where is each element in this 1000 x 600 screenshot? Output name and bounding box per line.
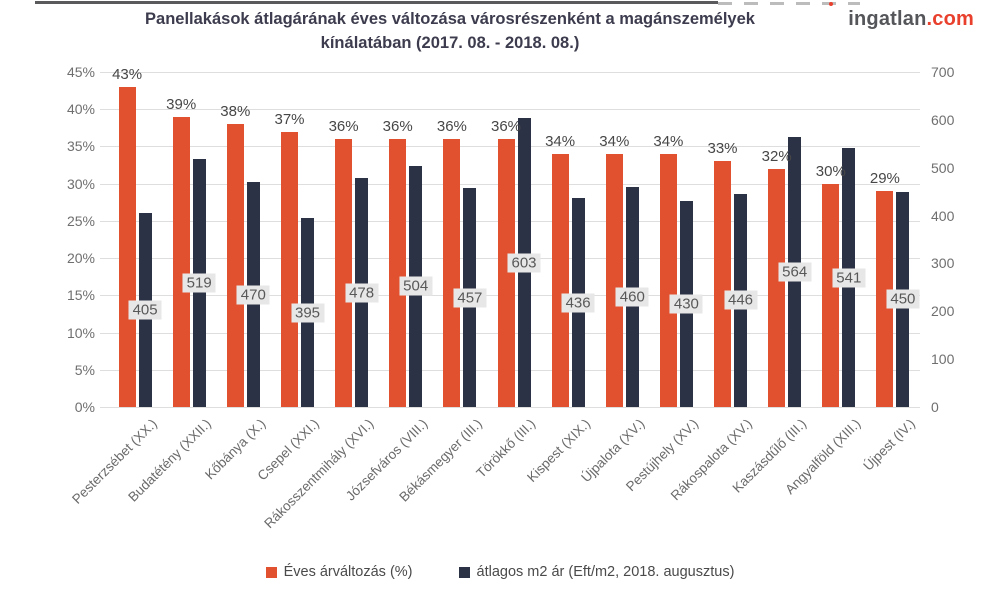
chart-title-line1: Panellakások átlagárának éves változása …	[145, 10, 755, 28]
bar-label-price: 405	[128, 300, 162, 320]
bar-label-percent: 36%	[436, 118, 467, 135]
left-axis-tick: 30%	[66, 175, 95, 192]
right-axis-tick: 700	[931, 64, 955, 80]
bar-price-change	[118, 86, 136, 407]
legend-label-avg-price: átlagos m2 ár (Eft/m2, 2018. augusztus)	[476, 564, 735, 580]
right-axis-tick: 600	[931, 111, 955, 128]
legend-label-price-change: Éves árváltozás (%)	[283, 564, 413, 580]
bar-label-price: 478	[345, 283, 379, 303]
logo-tld: .com	[926, 8, 974, 30]
bar-price-change	[172, 116, 190, 407]
bar-label-price: 457	[453, 288, 487, 308]
bar-price-change	[389, 139, 407, 407]
bar-label-percent: 38%	[220, 103, 251, 121]
bar-label-price: 603	[507, 253, 541, 273]
bar-price-change	[281, 131, 298, 407]
left-axis-tick: 35%	[66, 138, 95, 155]
bar-label-percent: 43%	[112, 65, 143, 83]
bar-label-percent: 33%	[707, 140, 738, 158]
right-axis-tick: 200	[931, 303, 955, 320]
logo-name: ingatlan	[848, 8, 927, 30]
bar-label-price: 436	[561, 293, 595, 313]
bar-label-percent: 32%	[761, 147, 792, 165]
bar-label-price: 541	[832, 268, 866, 287]
bar-label-percent: 34%	[545, 132, 576, 150]
left-axis-tick: 25%	[66, 212, 95, 229]
category-label: Újpest (IV.)	[860, 416, 918, 474]
bar-price-change	[714, 161, 731, 407]
bar-label-percent: 39%	[166, 95, 197, 113]
left-axis-tick: 20%	[66, 250, 95, 267]
right-axis-tick: 500	[931, 159, 955, 176]
bar-price-change	[226, 124, 244, 407]
bar-label-price: 519	[182, 273, 216, 293]
bar-price-change	[497, 139, 515, 407]
legend-item-avg-price: átlagos m2 ár (Eft/m2, 2018. augusztus)	[458, 564, 735, 580]
bar-label-price: 450	[886, 289, 920, 309]
right-axis-tick: 400	[931, 207, 955, 224]
bar-price-change	[443, 139, 461, 407]
category-label: Rákosszentmihály (XVI.)	[261, 416, 377, 532]
legend-swatch-orange	[265, 566, 277, 578]
bar-label-percent: 34%	[599, 132, 630, 150]
legend-item-price-change: Éves árváltozás (%)	[265, 564, 413, 580]
right-axis-tick: 0	[931, 399, 939, 415]
chart-title: Panellakások átlagárának éves változása …	[60, 7, 840, 55]
bar-price-change	[822, 183, 840, 407]
bar-label-percent: 37%	[274, 110, 305, 128]
bar-label-percent: 36%	[382, 118, 413, 135]
left-axis-tick: 45%	[66, 64, 95, 80]
bar-label-percent: 30%	[815, 162, 846, 180]
bar-label-price: 470	[236, 285, 270, 304]
ingatlan-logo: ingatlan.com	[848, 8, 974, 31]
legend: Éves árváltozás (%) átlagos m2 ár (Eft/m…	[0, 564, 1000, 580]
gridline	[100, 72, 920, 73]
bar-label-price: 460	[615, 287, 649, 307]
gridline	[100, 109, 920, 111]
top-edge-red-dot	[829, 2, 833, 6]
bar-price-change	[605, 153, 623, 407]
bar-label-price: 430	[669, 294, 703, 314]
left-axis-tick: 15%	[66, 287, 95, 304]
legend-swatch-navy	[458, 566, 470, 578]
bar-label-price: 446	[723, 290, 758, 310]
bar-price-change	[335, 139, 353, 407]
bar-price-change	[876, 191, 894, 407]
bar-label-percent: 34%	[653, 132, 684, 150]
left-axis-tick: 0%	[74, 399, 95, 415]
left-axis-tick: 5%	[74, 361, 95, 378]
top-edge-artifact	[35, 1, 718, 4]
bar-label-price: 504	[399, 276, 433, 296]
bar-price-change	[659, 153, 677, 407]
bar-label-percent: 29%	[869, 170, 900, 188]
right-axis-tick: 100	[931, 351, 955, 368]
bar-label-price: 564	[778, 262, 812, 282]
bar-label-percent: 36%	[328, 118, 359, 135]
chart-title-line2: kínálatában (2017. 08. - 2018. 08.)	[320, 34, 580, 52]
left-axis-tick: 40%	[66, 101, 95, 118]
gridline	[100, 407, 920, 408]
bar-label-percent: 36%	[490, 118, 522, 135]
bar-price-change	[551, 153, 569, 407]
bar-price-change	[768, 168, 786, 407]
top-edge-fragment	[718, 2, 860, 5]
bar-label-price: 395	[290, 303, 325, 322]
right-axis-tick: 300	[931, 255, 955, 272]
left-axis-tick: 10%	[66, 324, 95, 341]
